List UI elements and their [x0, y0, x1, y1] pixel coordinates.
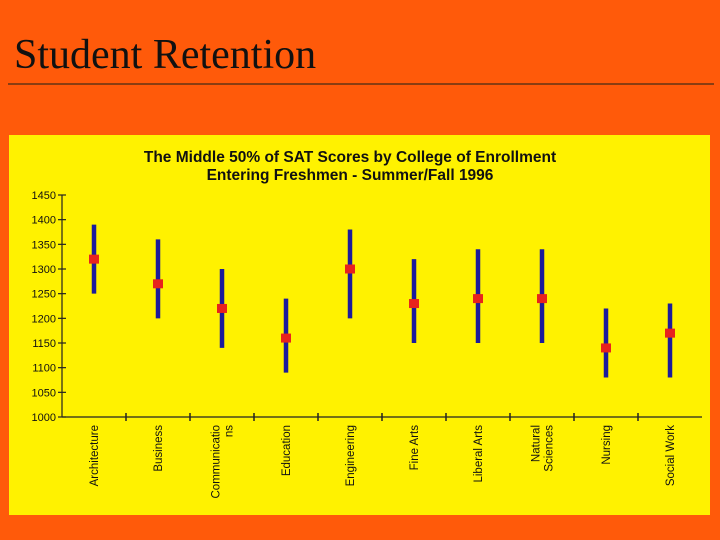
slide-title: Student Retention	[14, 32, 317, 78]
median-marker	[473, 294, 483, 304]
x-category-label: Natural	[531, 425, 543, 462]
chart-subtitle: Entering Freshmen - Summer/Fall 1996	[207, 167, 494, 184]
y-tick-label: 1200	[32, 313, 56, 325]
x-category-label: Sciences	[544, 425, 556, 472]
x-category-label: Engineering	[345, 425, 357, 486]
chart-title: The Middle 50% of SAT Scores by College …	[144, 149, 556, 166]
median-marker	[89, 254, 99, 264]
median-marker	[537, 294, 547, 304]
y-tick-label: 1000	[32, 412, 56, 424]
y-tick-label: 1350	[32, 239, 56, 251]
x-category-label: Social Work	[665, 425, 677, 486]
y-tick-label: 1100	[32, 363, 56, 375]
median-marker	[409, 299, 419, 309]
y-tick-label: 1150	[32, 338, 56, 350]
median-marker	[665, 328, 675, 338]
median-marker	[345, 264, 355, 274]
y-tick-label: 1300	[32, 264, 56, 276]
chart-panel: The Middle 50% of SAT Scores by College …	[9, 135, 710, 515]
median-marker	[217, 303, 227, 313]
x-category-label: Communicatio	[211, 425, 223, 499]
x-category-label: Fine Arts	[409, 425, 421, 471]
median-marker	[153, 279, 163, 289]
x-category-label: Education	[281, 425, 293, 476]
x-category-label: Liberal Arts	[473, 425, 485, 483]
y-tick-label: 1400	[32, 215, 56, 227]
y-tick-label: 1450	[32, 190, 56, 202]
median-marker	[281, 333, 291, 343]
x-category-label: ns	[224, 425, 236, 437]
x-category-label: Business	[153, 425, 165, 472]
sat-range-chart: The Middle 50% of SAT Scores by College …	[32, 149, 702, 499]
y-tick-label: 1050	[32, 387, 56, 399]
x-category-label: Architecture	[89, 425, 101, 486]
median-marker	[601, 343, 611, 353]
y-tick-label: 1250	[32, 289, 56, 301]
title-divider	[8, 83, 714, 85]
x-category-label: Nursing	[601, 425, 613, 465]
